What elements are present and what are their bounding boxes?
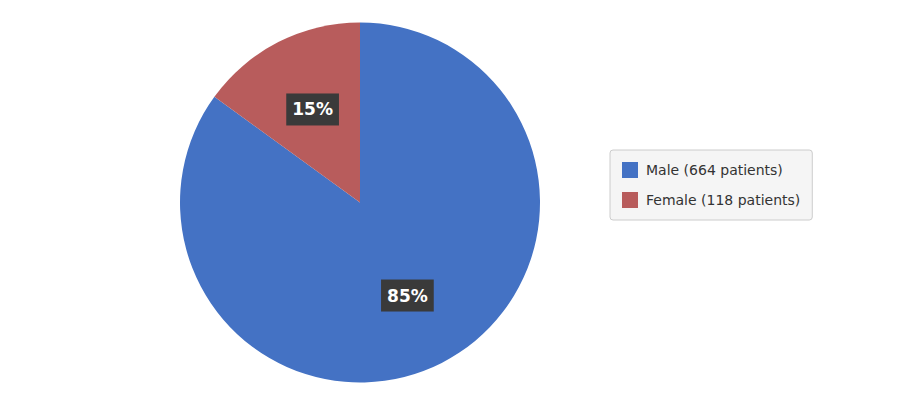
pie-slice: [214, 23, 360, 203]
legend-swatch: [622, 192, 638, 208]
legend-label: Male (664 patients): [646, 162, 783, 178]
legend-label: Female (118 patients): [646, 192, 800, 208]
data-label: 85%: [387, 286, 428, 306]
legend-item: Female (118 patients): [622, 192, 800, 208]
pie: [180, 23, 540, 383]
pie-slice: [180, 23, 540, 383]
legend: Male (664 patients) Female (118 patients): [610, 150, 812, 220]
data-label-group: 85%: [381, 280, 434, 312]
data-label-box: [286, 93, 339, 125]
chart: 85% 15% Male (664 patients) Female (118 pat…: [0, 0, 900, 405]
data-label-box: [381, 280, 434, 312]
legend-frame: [610, 150, 812, 220]
data-label: 15%: [292, 99, 333, 119]
data-labels: 85% 15%: [286, 93, 433, 311]
data-label-group: 15%: [286, 93, 339, 125]
legend-swatch: [622, 162, 638, 178]
legend-item: Male (664 patients): [622, 162, 783, 178]
